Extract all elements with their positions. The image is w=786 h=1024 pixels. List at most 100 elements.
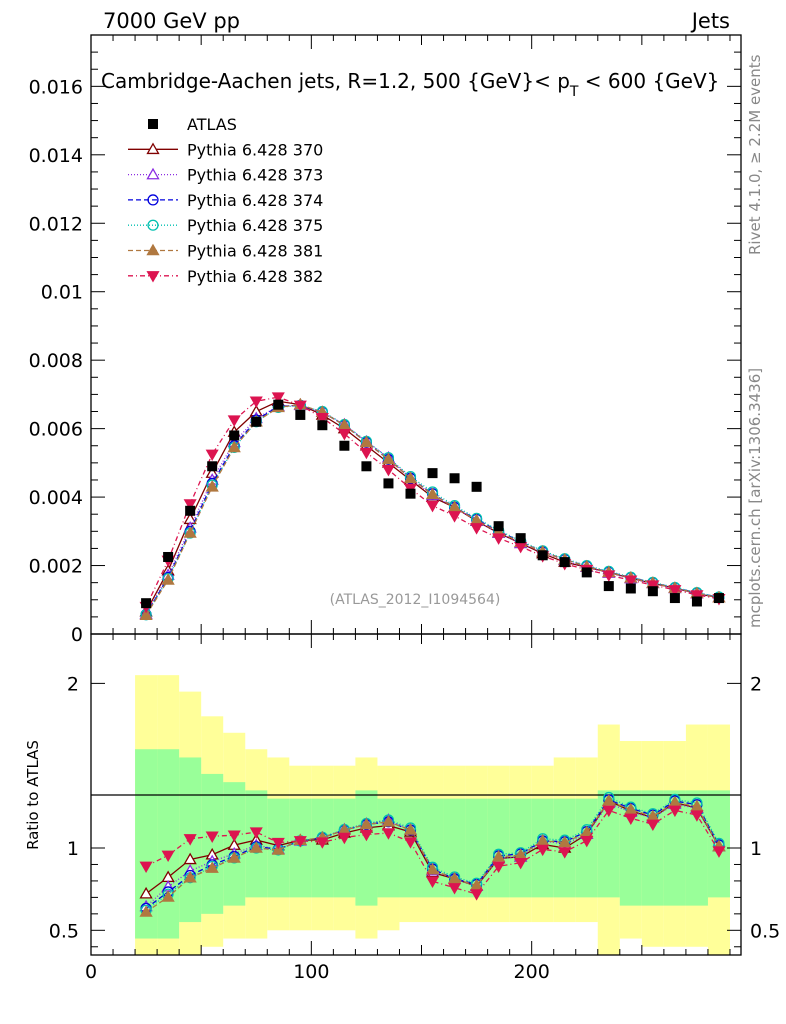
y-tick-label: 0.01 — [41, 282, 83, 304]
series-marker — [205, 480, 219, 492]
series-marker — [359, 447, 373, 460]
data-point — [625, 583, 636, 594]
ratio-y-tick-label: 1 — [67, 838, 79, 860]
series-marker — [448, 511, 462, 523]
data-point — [427, 468, 438, 479]
ratio-axis-ticks: 0.5 0.5 1 1 2 2 — [49, 673, 780, 955]
band-inner-bin — [465, 798, 488, 898]
ratio-series-marker — [337, 832, 351, 845]
ratio-series-marker — [205, 831, 219, 843]
band-inner-bin — [575, 798, 598, 898]
series-marker — [403, 471, 418, 484]
ratio-series-marker — [448, 883, 462, 895]
y-tick-label: 0.008 — [29, 350, 83, 372]
series-marker — [271, 392, 285, 404]
data-point — [339, 440, 350, 451]
band-inner-bin — [157, 749, 180, 939]
ratio-series-marker — [536, 844, 550, 857]
series-line — [145, 404, 720, 615]
y-tick-label: 0.006 — [29, 419, 83, 441]
ratio-series-marker — [249, 841, 263, 853]
data-point — [251, 416, 262, 427]
ratio-series-marker — [646, 819, 660, 832]
ratio-series-line — [145, 809, 720, 895]
ratio-series-marker — [668, 805, 682, 818]
ratio-series-marker — [492, 850, 506, 862]
ratio-y-tick-label: 2 — [67, 673, 79, 695]
data-point — [449, 473, 460, 484]
ratio-frame — [90, 633, 742, 956]
ratio-series-marker — [602, 805, 616, 818]
band-inner-bin — [487, 798, 510, 898]
y-tick-label: 0.002 — [29, 556, 83, 578]
ratio-ylabel: Ratio to ATLAS — [24, 740, 42, 850]
ratio-series-marker — [690, 810, 704, 822]
y-tick-label: 0.016 — [29, 76, 83, 98]
legend-marker-atlas — [148, 119, 158, 129]
series-marker — [315, 412, 329, 425]
series-marker — [470, 523, 484, 535]
ratio-series-marker — [425, 862, 440, 875]
ratio-y-tick-label-right: 0.5 — [750, 920, 780, 942]
data-point — [603, 581, 614, 592]
series-marker — [359, 435, 374, 448]
legend: ATLAS Pythia 6.428 370 Pythia 6.428 373 Pyt… — [128, 115, 323, 286]
legend-marker — [146, 271, 160, 283]
ratio-series-marker — [183, 870, 197, 883]
series-marker — [492, 533, 506, 545]
band-inner-bin — [333, 798, 356, 898]
ratio-series-marker — [470, 889, 484, 901]
ratio-series-marker — [205, 861, 219, 873]
ratio-series-marker — [558, 847, 572, 859]
main-series-group — [139, 392, 726, 621]
band-inner-bin — [641, 790, 664, 906]
ratio-series-marker — [183, 852, 197, 865]
series-marker — [381, 452, 396, 465]
legend-marker — [146, 167, 160, 180]
ratio-series-marker — [447, 871, 462, 884]
series-marker — [690, 590, 704, 602]
series-marker — [249, 396, 263, 408]
series-marker — [293, 400, 307, 413]
main-plot: 0 0.002 0.004 0.006 0.008 0.01 0.012 0.014 0.016… — [29, 34, 742, 648]
legend-label: Pythia 6.428 373 — [187, 166, 323, 185]
band-inner-bin — [289, 798, 312, 898]
x-tick-label: 0 — [85, 961, 97, 983]
data-point — [493, 521, 504, 532]
x-tick-label: 100 — [293, 961, 329, 983]
y-tick-label: 0.004 — [29, 487, 83, 509]
ratio-series-marker — [227, 830, 241, 842]
legend-label: Pythia 6.428 374 — [187, 191, 323, 210]
legend-label: Pythia 6.428 375 — [187, 216, 323, 235]
legend-label: Pythia 6.428 382 — [187, 267, 323, 286]
ratio-series-marker — [183, 834, 197, 846]
band-inner-bin — [201, 773, 224, 914]
legend-marker — [146, 142, 160, 155]
watermark: (ATLAS_2012_I1094564) — [330, 592, 501, 608]
series-marker — [646, 580, 660, 592]
ratio-series-marker — [712, 846, 726, 858]
y-tick-label: 0 — [71, 624, 83, 646]
ratio-series-marker — [492, 861, 506, 873]
data-point — [185, 505, 196, 516]
data-point — [471, 481, 482, 492]
ratio-series-marker — [139, 905, 153, 917]
band-inner-bin — [663, 790, 686, 906]
ratio-y-tick-label-right: 2 — [750, 673, 762, 695]
legend-label-atlas: ATLAS — [187, 115, 237, 134]
ratio-series-marker — [315, 837, 329, 849]
ratio-series-group — [139, 791, 726, 917]
ratio-series-marker — [425, 876, 440, 888]
series-marker — [425, 500, 440, 513]
ratio-series-marker — [624, 813, 638, 826]
data-point — [361, 461, 372, 472]
data-point — [295, 409, 306, 420]
series-marker — [183, 526, 197, 538]
x-tick-label: 200 — [514, 961, 550, 983]
series-marker — [602, 570, 616, 582]
ratio-series-marker — [249, 827, 263, 839]
ratio-series-marker — [602, 794, 616, 806]
data-point — [713, 593, 724, 604]
legend-marker — [147, 194, 159, 206]
